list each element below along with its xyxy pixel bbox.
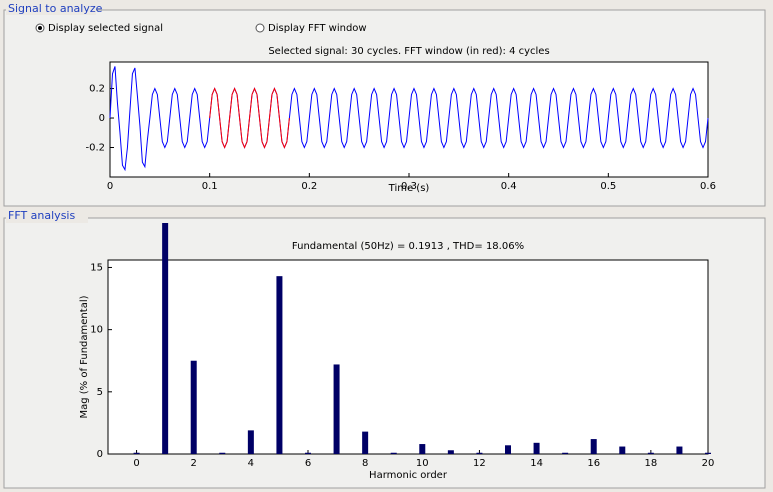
- radio-label[interactable]: Display FFT window: [268, 23, 367, 34]
- y-tick-label: -0.2: [85, 143, 105, 154]
- bar: [590, 439, 597, 454]
- x-tick-label: 4: [248, 458, 254, 469]
- chart-title: Fundamental (50Hz) = 0.1913 , THD= 18.06…: [292, 241, 524, 252]
- bar: [647, 452, 654, 454]
- x-tick-label: 8: [362, 458, 368, 469]
- y-tick-label: 0: [99, 113, 105, 124]
- bar: [362, 431, 369, 454]
- x-tick-label: 0.4: [501, 181, 517, 192]
- bar: [219, 452, 226, 454]
- bar: [133, 452, 140, 454]
- plot-area: [107, 259, 709, 455]
- x-tick-label: 16: [587, 458, 600, 469]
- panel-title-bg: [6, 211, 88, 223]
- panel-title: Signal to analyze: [8, 2, 103, 15]
- x-tick-label: 0: [133, 458, 139, 469]
- bar: [190, 360, 197, 454]
- y-tick-label: 0: [97, 449, 103, 460]
- x-tick-label: 14: [530, 458, 543, 469]
- x-tick-label: 12: [473, 458, 486, 469]
- x-tick-label: 0.1: [202, 181, 218, 192]
- bar: [533, 442, 540, 454]
- bar: [276, 276, 283, 454]
- bar: [676, 446, 683, 454]
- bar: [705, 452, 711, 454]
- x-tick-label: 20: [702, 458, 715, 469]
- bar: [619, 446, 626, 454]
- bar: [247, 430, 254, 454]
- radio[interactable]: [255, 23, 265, 33]
- x-tick-label: 0.5: [600, 181, 616, 192]
- bar: [562, 452, 569, 454]
- radio-dot: [38, 26, 42, 30]
- y-tick-label: 5: [97, 387, 103, 398]
- bar: [333, 364, 340, 454]
- panel-title: FFT analysis: [8, 209, 75, 222]
- x-tick-label: 0: [107, 181, 113, 192]
- y-tick-label: 0.2: [89, 84, 105, 95]
- x-axis-label: Harmonic order: [369, 470, 448, 481]
- signal-line: [209, 87, 290, 149]
- bar: [162, 223, 169, 454]
- bar: [419, 444, 426, 454]
- x-tick-label: 0.3: [401, 181, 417, 192]
- y-tick-label: 15: [90, 262, 103, 273]
- x-tick-label: 10: [416, 458, 429, 469]
- bar: [305, 452, 311, 454]
- panel-title-bg: [6, 3, 96, 15]
- bar: [390, 452, 397, 454]
- chart-title: Selected signal: 30 cycles. FFT window (…: [268, 46, 549, 57]
- x-tick-label: 0.2: [301, 181, 317, 192]
- bar: [505, 445, 511, 454]
- x-tick-label: 6: [305, 458, 311, 469]
- radio-label[interactable]: Display selected signal: [48, 23, 163, 34]
- bar: [447, 450, 454, 454]
- x-axis-label: Time (s): [388, 183, 430, 194]
- x-tick-label: 0.6: [700, 181, 716, 192]
- y-tick-label: 10: [90, 325, 103, 336]
- x-tick-label: 18: [644, 458, 657, 469]
- bar: [476, 452, 483, 454]
- x-tick-label: 2: [191, 458, 197, 469]
- y-axis-label: Mag (% of Fundamental): [79, 295, 90, 418]
